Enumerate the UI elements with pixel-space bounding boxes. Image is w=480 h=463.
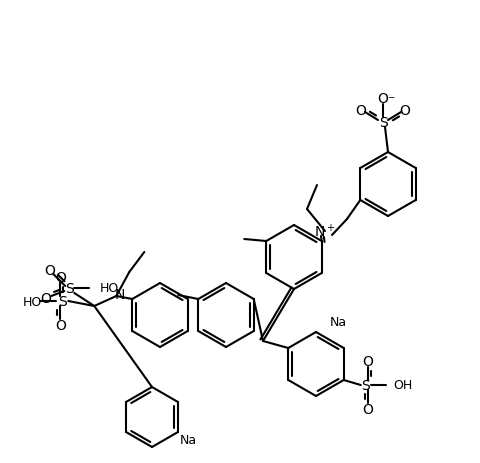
Text: S: S	[361, 378, 370, 392]
Text: O: O	[362, 354, 373, 368]
Text: N: N	[115, 288, 125, 301]
Text: O: O	[44, 263, 55, 277]
Text: Na: Na	[180, 433, 196, 446]
Text: O: O	[356, 104, 366, 118]
Text: S: S	[379, 116, 387, 130]
Text: OH: OH	[394, 379, 413, 392]
Text: S: S	[65, 282, 73, 295]
Text: O: O	[399, 104, 410, 118]
Text: O: O	[40, 291, 51, 305]
Text: $^-$: $^-$	[386, 94, 396, 107]
Text: O: O	[55, 319, 66, 332]
Text: O: O	[55, 270, 66, 284]
Text: O: O	[378, 92, 388, 106]
Text: Na: Na	[329, 316, 347, 329]
Text: HO: HO	[99, 282, 119, 295]
Text: HO: HO	[23, 295, 42, 308]
Text: S: S	[58, 294, 67, 308]
Text: N$^+$: N$^+$	[314, 223, 336, 240]
Text: O: O	[362, 402, 373, 416]
